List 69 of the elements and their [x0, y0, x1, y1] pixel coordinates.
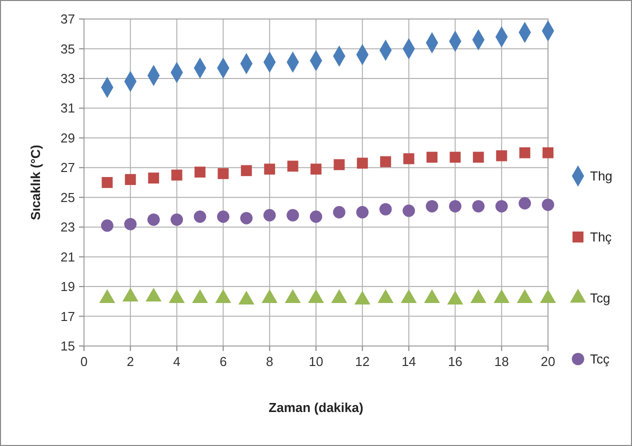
x-tick-label: 14	[402, 354, 416, 369]
point	[240, 165, 252, 176]
legend-label: Tcç	[590, 352, 610, 367]
point	[170, 213, 183, 226]
point	[124, 174, 136, 186]
y-tick-label: 23	[60, 220, 75, 235]
legend-label: Thç	[590, 230, 612, 245]
point	[496, 150, 508, 162]
point	[403, 153, 414, 164]
point	[449, 200, 462, 212]
point	[542, 147, 554, 158]
point	[218, 168, 229, 180]
point	[263, 209, 276, 222]
y-tick-label: 29	[60, 130, 75, 146]
point	[124, 218, 137, 230]
x-tick-label: 16	[448, 354, 462, 369]
point	[240, 212, 253, 224]
point	[101, 219, 114, 232]
point	[148, 172, 160, 184]
y-tick-label: 27	[60, 160, 75, 176]
point	[426, 200, 438, 212]
x-tick-label: 8	[266, 354, 274, 369]
point	[264, 164, 276, 175]
y-tick-label: 35	[60, 41, 75, 56]
y-tick-label: 19	[60, 279, 75, 294]
point	[334, 159, 345, 170]
legend-label: Thg	[590, 168, 612, 184]
point	[495, 200, 508, 212]
point	[194, 166, 206, 178]
point	[356, 158, 368, 169]
y-tick-label: 17	[60, 308, 75, 324]
legend-label: Tcg	[590, 290, 610, 306]
x-tick-label: 12	[355, 354, 370, 369]
point	[310, 164, 322, 175]
point	[519, 147, 530, 158]
x-tick-label: 10	[308, 354, 324, 369]
x-axis-title: Zaman (dakika)	[268, 400, 364, 415]
y-tick-label: 31	[60, 100, 75, 116]
y-tick-label: 15	[60, 338, 75, 354]
point	[286, 209, 299, 222]
y-tick-label: 21	[60, 249, 75, 264]
point	[194, 210, 206, 223]
point	[402, 204, 415, 217]
point	[380, 156, 392, 168]
point	[102, 177, 113, 188]
y-axis-title: Sıcaklık (°C)	[28, 144, 43, 220]
point	[310, 210, 322, 223]
point	[379, 203, 392, 216]
point	[542, 198, 554, 211]
point	[171, 170, 182, 181]
point	[287, 160, 298, 172]
point	[518, 197, 531, 210]
x-tick-label: 2	[126, 354, 134, 369]
y-tick-label: 33	[60, 71, 75, 86]
point	[147, 213, 160, 226]
x-tick-label: 20	[540, 354, 556, 369]
point	[356, 206, 369, 218]
y-tick-label: 25	[60, 190, 75, 205]
point	[450, 152, 461, 163]
x-tick-label: 18	[494, 354, 509, 369]
point	[472, 200, 485, 212]
point	[333, 206, 346, 218]
x-tick-label: 0	[80, 354, 88, 369]
point	[426, 152, 438, 163]
point	[217, 210, 230, 223]
x-tick-label: 4	[173, 354, 180, 369]
x-tick-label: 6	[220, 354, 227, 369]
y-tick-label: 37	[60, 12, 75, 27]
point	[472, 152, 484, 163]
